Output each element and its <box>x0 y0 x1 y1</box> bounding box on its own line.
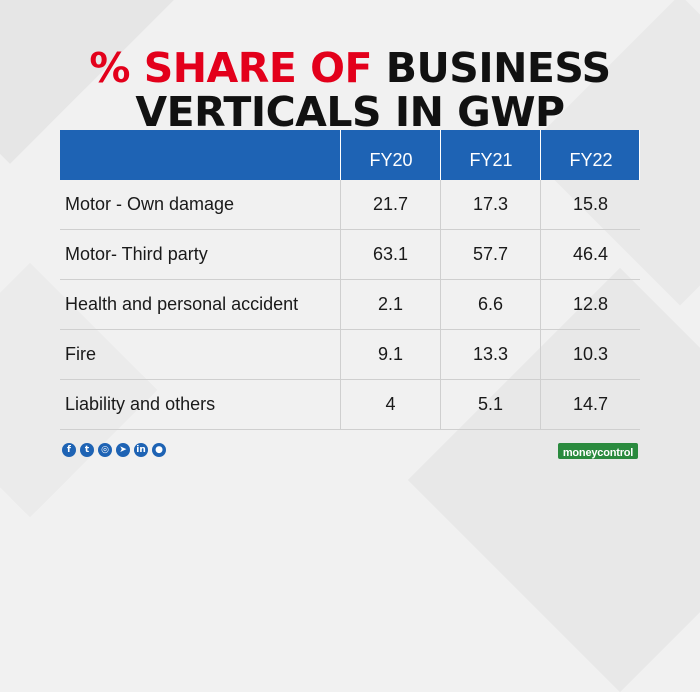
table-header: FY20 FY21 FY22 <box>60 130 640 180</box>
row-label: Fire <box>65 344 96 364</box>
header-cell-fy21: FY21 <box>440 130 541 180</box>
header-cell-fy20: FY20 <box>340 130 441 180</box>
table-cell: 14.7 <box>540 380 640 429</box>
chart-title-accent: % SHARE OF <box>89 44 372 92</box>
twitter-icon[interactable]: t <box>80 443 94 457</box>
table-cell: 12.8 <box>540 280 640 329</box>
table-cell: 5.1 <box>440 380 540 429</box>
table-cell: 2.1 <box>340 280 440 329</box>
data-table: FY20 FY21 FY22 Motor - Own damage 21.7 1… <box>60 130 640 430</box>
table-row: Health and personal accident 2.1 6.6 12.… <box>60 280 640 330</box>
linkedin-icon[interactable]: in <box>134 443 148 457</box>
table-cell: 46.4 <box>540 230 640 279</box>
header-cell-fy22: FY22 <box>540 130 641 180</box>
row-label: Motor - Own damage <box>65 194 235 214</box>
table-row: Fire 9.1 13.3 10.3 <box>60 330 640 380</box>
table-row: Motor - Own damage 21.7 17.3 15.8 <box>60 180 640 230</box>
table-cell: 13.3 <box>440 330 540 379</box>
header-cell <box>60 130 340 180</box>
instagram-icon[interactable]: ◎ <box>98 443 112 457</box>
table-cell: 15.8 <box>540 180 640 229</box>
social-icons: f t ◎ ➤ in ● <box>62 443 166 457</box>
table-cell: 9.1 <box>340 330 440 379</box>
brand-logo: moneycontrol <box>558 443 638 459</box>
table-row: Liability and others 4 5.1 14.7 <box>60 380 640 430</box>
chart-title-line-1: % SHARE OF BUSINESS <box>0 46 700 90</box>
telegram-icon[interactable]: ➤ <box>116 443 130 457</box>
brand-logo-text: moneycontrol <box>562 447 634 459</box>
table-cell: 4 <box>340 380 440 429</box>
chart-title-rest: BUSINESS <box>385 44 611 92</box>
row-label: Health and personal accident <box>65 294 299 314</box>
table-cell: 17.3 <box>440 180 540 229</box>
table-cell: 10.3 <box>540 330 640 379</box>
table-cell: 21.7 <box>340 180 440 229</box>
chart-title-line-2: VERTICALS IN GWP <box>135 88 565 136</box>
row-label: Motor- Third party <box>65 244 208 264</box>
table-cell: 63.1 <box>340 230 440 279</box>
table-cell: 6.6 <box>440 280 540 329</box>
row-label: Liability and others <box>65 394 216 414</box>
table-row: Motor- Third party 63.1 57.7 46.4 <box>60 230 640 280</box>
koo-icon[interactable]: ● <box>152 443 166 457</box>
facebook-icon[interactable]: f <box>62 443 76 457</box>
table-cell: 57.7 <box>440 230 540 279</box>
